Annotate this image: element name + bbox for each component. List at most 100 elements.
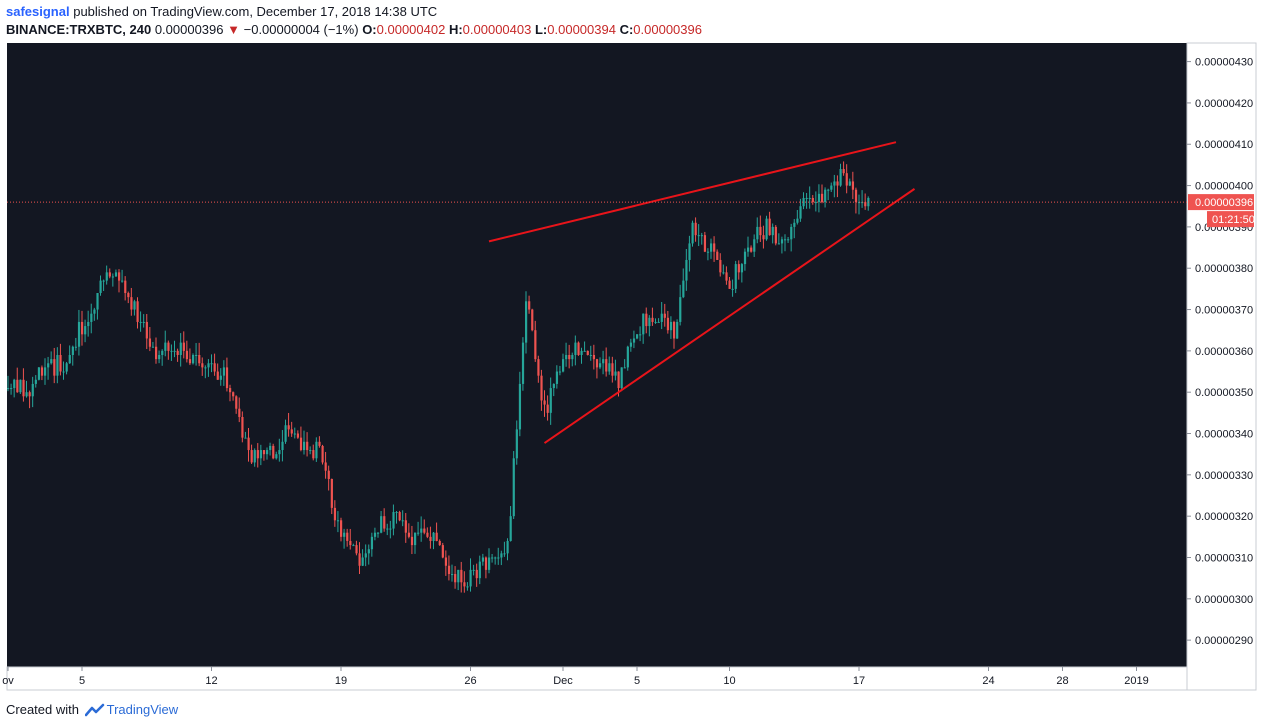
candle-down [155,346,158,360]
candle-up [377,532,380,534]
candle-down [611,363,614,376]
candle-down [383,516,386,529]
candle-down [645,313,648,327]
author-link[interactable]: safesignal [6,4,70,19]
candle-up [386,528,389,530]
candle-up [521,342,525,384]
candle-up [549,388,552,413]
candle-down [438,540,441,546]
time-tick-label: 19 [335,675,347,687]
chart-plot-area[interactable] [7,43,1187,667]
candle-up [824,189,827,203]
price-tick-label: 0.00000370 [1195,305,1253,317]
candle-up [756,226,759,240]
candle-up [780,239,784,244]
candle-up [552,383,555,389]
candle-up [691,222,694,244]
candle-up [87,321,90,327]
candle-down [216,371,219,380]
candle-down [534,330,537,360]
candle-down [716,251,719,260]
candle-up [389,528,392,530]
tradingview-logo-icon [84,703,105,720]
candle-down [426,532,429,537]
candle-up [565,355,568,360]
time-tick-label: 12 [205,675,217,687]
candle-down [340,520,343,537]
symbol-name[interactable]: BINANCE:TRXBTC, 240 [6,22,152,37]
trendline-lower[interactable] [543,188,916,444]
candle-down [484,557,488,570]
candle-up [142,321,145,323]
candle-up [839,169,842,186]
candle-up [352,545,355,547]
candle-down [321,445,324,463]
candle-up [31,383,34,397]
price-tick-label: 0.00000410 [1195,139,1253,151]
candle-up [102,280,105,282]
candle-down [182,342,185,351]
candle-down [145,321,148,339]
candle-up [500,553,503,558]
candle-up [364,553,367,558]
candle-up [90,313,93,322]
price-tick-label: 0.00000340 [1195,429,1253,441]
candle-up [743,251,747,265]
candle-down [577,342,580,355]
candle-up [808,197,811,199]
price-chart[interactable]: 0.00000430 0.00000420 0.00000410 0.00000400… [0,0,1264,700]
candle-up [558,371,562,373]
candle-up [503,553,506,555]
candle-down [475,569,478,579]
candle-up [336,520,340,522]
candle-down [262,450,266,455]
candle-down [201,363,204,368]
candle-down [774,226,777,244]
candle-up [833,181,836,186]
candle-up [518,383,522,430]
time-tick-label: 24 [982,675,994,687]
candle-up [657,321,660,323]
candle-up [469,569,472,587]
price-tick-label: 0.00000400 [1195,181,1253,193]
price-axis[interactable] [1186,42,1257,691]
candle-up [392,512,395,529]
candle-up [25,392,28,397]
trendline-upper[interactable] [488,141,897,243]
candle-up [281,441,284,451]
candle-up [370,536,374,550]
candle-up [481,557,485,562]
candle-down [531,309,534,331]
candle-up [509,516,512,541]
candle-down [330,478,333,508]
price-change: −0.00000004 (−1%) [243,22,359,37]
candle-up [740,264,744,273]
candle-up [494,557,497,559]
candle-up [451,574,454,576]
candle-up [303,441,306,451]
high-label: H: [448,22,463,37]
candle-down [256,450,259,459]
time-axis[interactable] [6,666,1188,691]
price-tick-label: 0.00000350 [1195,387,1253,399]
candle-up [192,355,195,364]
candle-up [195,355,198,356]
candle-down [167,342,170,351]
candle-up [158,355,161,360]
candle-down [836,181,839,186]
tradingview-brand-link[interactable]: TradingView [106,702,179,717]
candle-down [546,404,549,413]
candle-up [722,272,725,274]
candle-down [444,557,448,566]
candle-up [244,437,247,439]
candle-up [478,561,481,579]
candle-down [327,470,330,479]
candle-down [864,202,867,207]
candle-down [333,507,337,521]
low-value: 0.00000394 [547,22,616,37]
price-tick-label: 0.00000360 [1195,346,1253,358]
low-label: L: [534,22,548,37]
candle-down [213,363,216,372]
candle-up [765,218,768,240]
time-tick-label: 5 [634,675,640,687]
